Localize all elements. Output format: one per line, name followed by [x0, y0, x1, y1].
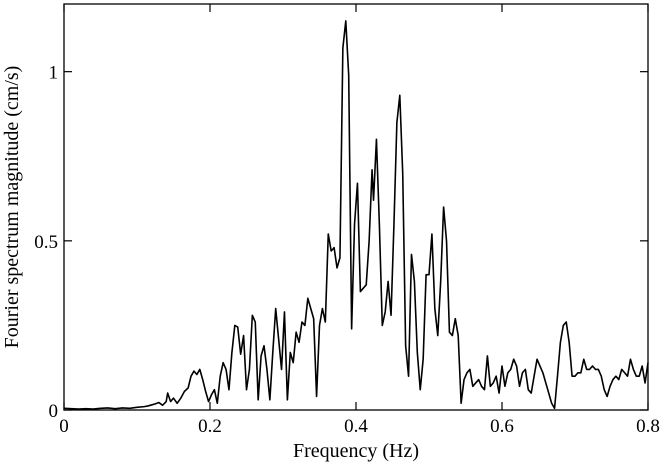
x-tick-label: 0 — [59, 416, 69, 437]
x-axis-label: Frequency (Hz) — [293, 440, 419, 462]
plot-frame — [63, 3, 649, 411]
series-line-0 — [63, 20, 649, 410]
x-tick-label: 0.4 — [344, 416, 368, 437]
ticks-layer: 0 0.2 0.4 0.6 0.8 0 0.5 1 — [34, 4, 660, 437]
x-tick-label: 0.2 — [198, 416, 222, 437]
y-tick-label: 1 — [49, 63, 59, 84]
y-axis-label: Fourier spectrum magnitude (cm/s) — [1, 66, 23, 349]
x-tick-label: 0.8 — [636, 416, 660, 437]
x-tick-label: 0.6 — [490, 416, 514, 437]
y-tick-label: 0.5 — [34, 232, 58, 253]
y-tick-label: 0 — [49, 401, 59, 422]
series-layer — [63, 20, 649, 410]
